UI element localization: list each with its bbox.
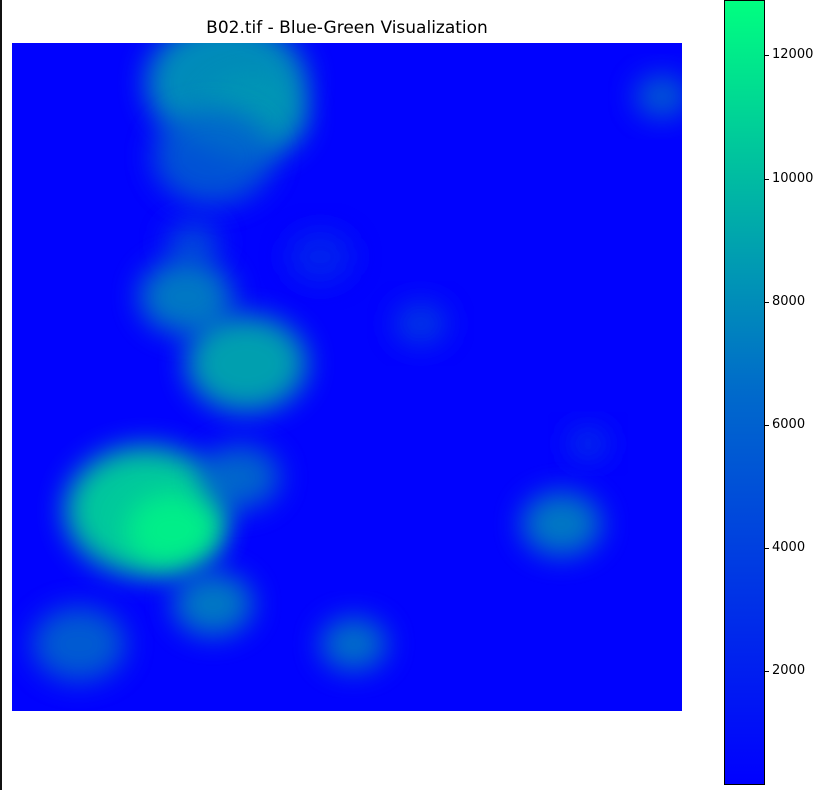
- heatmap-feature-2: [152, 108, 274, 205]
- heatmap-svg: [12, 43, 682, 711]
- colorbar-tick-3: [765, 301, 769, 303]
- chart-title: B02.tif - Blue-Green Visualization: [206, 18, 488, 38]
- heatmap-feature-7: [125, 493, 220, 568]
- colorbar-tick-label-0: 2000: [772, 663, 806, 679]
- colorbar-tick-label-4: 10000: [772, 170, 814, 186]
- left-frame-edge: [0, 0, 2, 790]
- heatmap-feature-16: [286, 230, 354, 284]
- heatmap-feature-15: [568, 427, 609, 460]
- heatmap-feature-5: [186, 315, 307, 412]
- heatmap-feature-12: [521, 491, 602, 557]
- colorbar-tick-label-5: 12000: [772, 47, 814, 63]
- colorbar-tick-5: [765, 55, 769, 57]
- colorbar-tick-2: [765, 424, 769, 426]
- heatmap-feature-10: [32, 606, 126, 682]
- colorbar-tick-1: [765, 548, 769, 549]
- heatmap-background: [12, 43, 682, 711]
- colorbar: [724, 0, 765, 785]
- heatmap-image: [12, 43, 682, 711]
- colorbar-tick-label-2: 6000: [772, 416, 806, 432]
- heatmap-feature-13: [635, 75, 682, 118]
- heatmap-feature-14: [393, 302, 448, 345]
- heatmap-feature-11: [320, 617, 388, 671]
- colorbar-tick-label-1: 4000: [772, 540, 806, 555]
- heatmap-feature-4: [139, 259, 234, 335]
- heatmap-feature-8: [199, 445, 280, 510]
- heatmap-feature-3: [166, 222, 220, 265]
- colorbar-tick-4: [765, 178, 769, 180]
- colorbar-tick-0: [765, 671, 769, 673]
- heatmap-feature-9: [172, 572, 254, 637]
- colorbar-tick-label-3: 8000: [772, 293, 806, 309]
